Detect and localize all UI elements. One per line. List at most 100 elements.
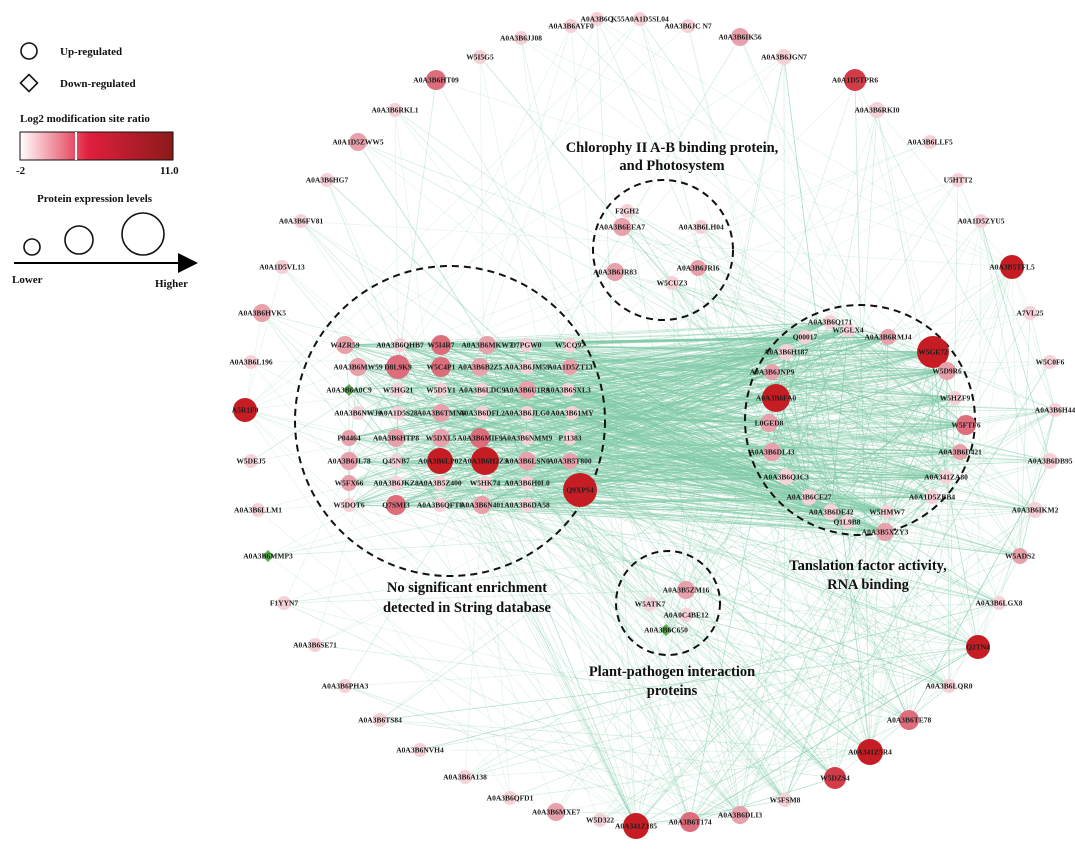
interaction-edge	[509, 602, 1000, 799]
interaction-edge	[357, 366, 667, 631]
interaction-edge	[440, 351, 787, 439]
interaction-edge	[520, 37, 934, 353]
interaction-edge	[250, 361, 441, 462]
node-label: A0A3B6LH04	[678, 223, 724, 232]
interaction-edge	[596, 18, 637, 827]
interaction-edge	[785, 321, 831, 478]
node-label: F2GH2	[615, 207, 639, 216]
interaction-edge	[357, 141, 979, 648]
interaction-edge	[481, 504, 950, 687]
interaction-edge	[348, 504, 832, 513]
interaction-edge	[395, 321, 831, 484]
interaction-edge	[344, 329, 849, 346]
up-regulated-node	[518, 381, 536, 399]
interaction-edge	[399, 344, 637, 827]
interaction-edge	[700, 226, 947, 478]
interaction-edge	[479, 437, 933, 498]
node-label: A0A3B5XZY3	[862, 528, 909, 537]
node-label: A0A3B6QJC3	[763, 473, 809, 482]
interaction-edge	[419, 602, 1000, 751]
interaction-edge	[775, 397, 836, 779]
interaction-edge	[526, 460, 888, 513]
interaction-edge	[439, 397, 777, 506]
interaction-edge	[569, 329, 849, 462]
node-label: A0A3B6JC N7	[664, 22, 712, 31]
interaction-edge	[785, 351, 947, 478]
node-label: A0A3B6U1R9	[504, 386, 550, 395]
interaction-edge	[484, 482, 836, 779]
interaction-edge	[379, 646, 979, 721]
interaction-edge	[567, 389, 787, 478]
node-label: A0A3B6H187	[764, 348, 808, 357]
up-regulated-node	[387, 429, 405, 447]
interaction-edge	[486, 344, 773, 373]
interaction-edge	[397, 18, 641, 368]
node-label: A0A3B6IK56	[718, 33, 762, 42]
interaction-edge	[689, 646, 979, 823]
interaction-edge	[509, 751, 871, 799]
interaction-edge	[479, 56, 979, 648]
interaction-edge	[569, 460, 947, 478]
interaction-edge	[526, 460, 1036, 511]
node-label: A0A1D5TPR6	[832, 76, 878, 85]
interaction-edge	[869, 336, 889, 753]
interaction-edge	[596, 18, 1013, 268]
interaction-edge	[775, 397, 1000, 604]
interaction-edge	[526, 366, 967, 426]
interaction-edge	[665, 179, 959, 631]
interaction-edge	[526, 336, 806, 439]
up-regulated-node	[899, 710, 919, 730]
cluster-outline-plant-pathogen	[615, 550, 721, 656]
node-label: A0A1D5VL13	[259, 263, 305, 272]
node-label: W5FX66	[335, 479, 364, 488]
interaction-edge	[567, 321, 831, 391]
interaction-edge	[479, 329, 849, 368]
up-regulated-node	[518, 452, 536, 470]
interaction-edge	[440, 412, 770, 424]
up-regulated-node	[475, 406, 489, 420]
interaction-edge	[440, 344, 637, 827]
interaction-edge	[526, 504, 886, 533]
interaction-edge	[785, 351, 810, 498]
up-regulated-node	[1027, 502, 1043, 518]
interaction-edge	[484, 351, 934, 484]
interaction-edge	[481, 336, 889, 414]
interaction-edge	[440, 412, 787, 478]
interaction-edge	[771, 451, 933, 498]
interaction-edge	[689, 509, 1036, 823]
interaction-edge	[484, 397, 956, 484]
interaction-edge	[689, 646, 979, 823]
interaction-edge	[283, 509, 1036, 604]
interaction-edge	[685, 79, 856, 591]
interaction-edge	[486, 336, 889, 346]
node-label: A0A3B6SE71	[293, 641, 337, 650]
interaction-edge	[395, 460, 786, 801]
interaction-edge	[395, 437, 947, 478]
interaction-edge	[357, 412, 770, 424]
interaction-edge	[348, 422, 770, 506]
interaction-edge	[397, 366, 528, 506]
interaction-edge	[348, 482, 1000, 604]
interaction-edge	[440, 321, 831, 439]
interaction-edge	[830, 397, 956, 513]
interaction-edge	[397, 366, 601, 821]
node-label: W5I4R7	[427, 341, 454, 350]
interaction-edge	[484, 460, 1036, 511]
interaction-edge	[685, 602, 1000, 616]
interaction-edge	[348, 482, 848, 523]
interaction-edge	[357, 336, 806, 414]
up-regulated-node	[320, 173, 334, 187]
interaction-edge	[300, 220, 979, 648]
interaction-edge	[481, 389, 810, 498]
interaction-edge	[348, 336, 806, 439]
node-label: A0A3B6MW59	[333, 363, 382, 372]
interaction-edge	[486, 344, 691, 823]
up-regulated-node	[620, 204, 634, 218]
interaction-edge	[348, 336, 806, 439]
node-label: A0A3B6JJ08	[500, 34, 542, 43]
expression-size-large	[121, 212, 165, 256]
interaction-edge	[348, 460, 787, 478]
up-regulated-node	[966, 635, 990, 659]
interaction-edge	[399, 344, 848, 523]
node-label: A0A3B6D421	[938, 448, 982, 457]
